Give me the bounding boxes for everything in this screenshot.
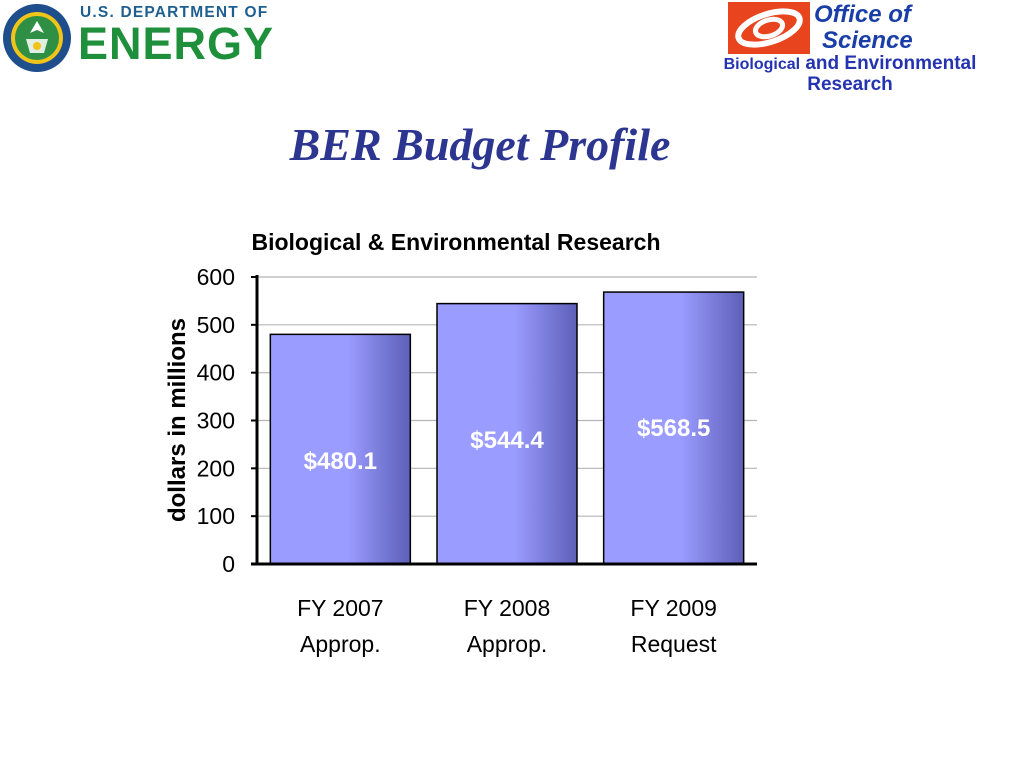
office-of-science-subtitle: Biological and Environmental Research bbox=[680, 54, 1020, 95]
y-tick-label: 0 bbox=[222, 551, 235, 577]
x-category-label: Approp. bbox=[467, 631, 548, 657]
office-of-science-title-line2: Science bbox=[822, 27, 913, 54]
bar-data-label: $544.4 bbox=[470, 427, 544, 454]
y-tick-label: 100 bbox=[197, 503, 235, 529]
labels: 0 100 200 300 400 500 600 $480.1 FY 2007 Approp. $… bbox=[197, 264, 717, 657]
chart-title: Biological & Environmental Research bbox=[251, 229, 660, 255]
doe-energy-text: ENERGY bbox=[78, 18, 275, 69]
slide-title: BER Budget Profile bbox=[289, 119, 671, 170]
y-tick-label: 300 bbox=[197, 408, 235, 434]
bar bbox=[602, 291, 745, 565]
axes bbox=[251, 275, 757, 566]
office-of-science-title-line1: Office of bbox=[814, 1, 911, 28]
bar bbox=[436, 302, 578, 565]
x-category-label: FY 2008 bbox=[464, 595, 551, 621]
x-category-label: Request bbox=[631, 631, 717, 657]
office-subtitle-part2: and Environmental bbox=[805, 53, 977, 74]
office-of-science-mark-icon bbox=[728, 2, 810, 54]
y-tick-label: 600 bbox=[197, 264, 235, 290]
office-of-science-title: Office of Science bbox=[814, 2, 913, 54]
y-axis-label: dollars in millions bbox=[164, 318, 191, 522]
x-category-label: Approp. bbox=[300, 631, 381, 657]
office-subtitle-part1: Biological bbox=[723, 56, 801, 73]
doe-department-text: U.S. DEPARTMENT OF bbox=[80, 4, 269, 21]
bar-data-label: $480.1 bbox=[304, 448, 377, 475]
bar-data-label: $568.5 bbox=[637, 415, 710, 442]
x-category-label: FY 2009 bbox=[630, 595, 717, 621]
budget-chart-svg: Biological & Environmental Research doll… bbox=[164, 229, 757, 657]
y-tick-label: 500 bbox=[197, 312, 235, 338]
doe-seal-icon bbox=[3, 4, 71, 72]
office-of-science-logo: Office of Science Biological and Environ… bbox=[680, 0, 1020, 100]
y-tick-label: 400 bbox=[197, 360, 235, 386]
y-tick-label: 200 bbox=[197, 455, 235, 481]
doe-logo: U.S. DEPARTMENT OF ENERGY bbox=[0, 0, 300, 75]
budget-chart: Biological & Environmental Research doll… bbox=[150, 220, 790, 670]
x-category-label: FY 2007 bbox=[297, 595, 384, 621]
office-subtitle-line2: Research bbox=[807, 74, 893, 95]
bars bbox=[269, 291, 745, 565]
bar bbox=[269, 333, 412, 565]
